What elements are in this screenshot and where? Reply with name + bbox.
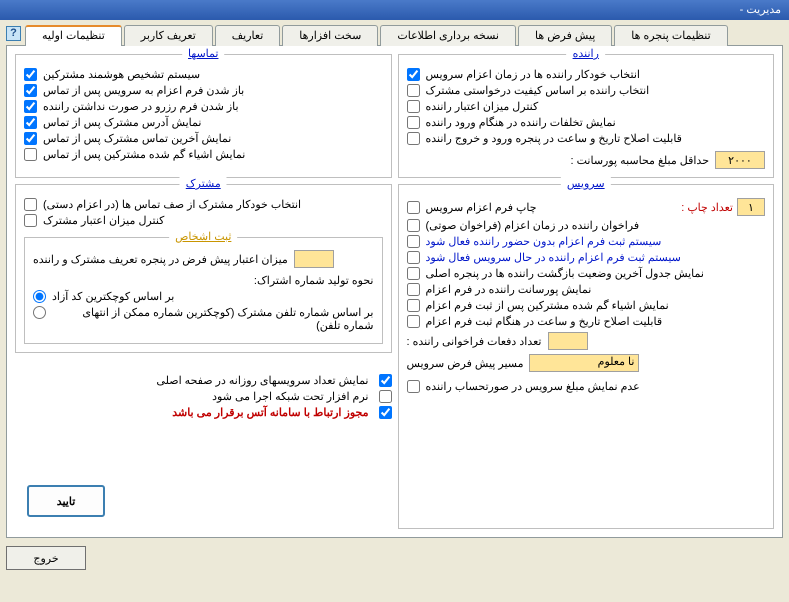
exit-button[interactable]: خروج	[6, 546, 86, 570]
calls-opt-label: نمایش آخرین تماس مشترک پس از تماس	[43, 132, 231, 145]
gen-radio-0[interactable]	[33, 290, 46, 303]
calls-opt-0[interactable]	[24, 68, 37, 81]
confirm-button[interactable]: تایید	[27, 485, 105, 517]
driver-opt-label: قابلیت اصلاح تاریخ و ساعت در پنجره ورود …	[426, 132, 682, 145]
tab-definitions[interactable]: تعاریف	[215, 25, 280, 46]
calls-opt-3[interactable]	[24, 116, 37, 129]
service-group: سرویس ۱ تعداد چاپ : چاپ فرم اعزام سرویس …	[398, 184, 775, 529]
min-commission-value[interactable]: ۲۰۰۰	[715, 151, 765, 169]
service-blue-1[interactable]	[407, 251, 420, 264]
tab-window-settings[interactable]: تنظیمات پنجره ها	[614, 25, 727, 46]
default-route-value[interactable]: نا معلوم	[529, 354, 639, 372]
sub-opt-0[interactable]	[24, 198, 37, 211]
tab-strip: ? تنظیمات اولیه تعریف کاربر تعاریف سخت ا…	[6, 24, 783, 46]
service-opt3-3[interactable]	[407, 315, 420, 328]
service-blue-label: سیستم ثبت فرم اعزام بدون حضور راننده فعا…	[426, 235, 662, 248]
print-form-label: چاپ فرم اعزام سرویس	[426, 201, 537, 214]
radio1-label: بر اساس کوچکترین کد آزاد	[52, 290, 174, 303]
tab-define-user[interactable]: تعریف کاربر	[124, 25, 213, 46]
driver-opt-4[interactable]	[407, 132, 420, 145]
service-opt3-1[interactable]	[407, 283, 420, 296]
persons-title: ثبت اشخاص	[169, 230, 237, 243]
bottom-checks: نمایش تعداد سرویسهای روزانه در صفحه اصلی…	[15, 371, 392, 422]
driver-opt-label: نمایش تخلفات راننده در هنگام ورود راننده	[426, 116, 616, 129]
service-opt-label: فراخوان راننده در زمان اعزام (فراخوان صو…	[426, 219, 640, 232]
driver-group: راننده انتخاب خودکار راننده ها در زمان ا…	[398, 54, 775, 178]
network-check[interactable]	[379, 390, 392, 403]
radio2-label: بر اساس شماره تلفن مشترک (کوچکترین شماره…	[52, 306, 374, 332]
driver-opt-1[interactable]	[407, 84, 420, 97]
service-opt-label: نمایش اشیاء گم شده مشترکین پس از ثبت فرم…	[426, 299, 669, 312]
sub-opt-1[interactable]	[24, 214, 37, 227]
service-blue-0[interactable]	[407, 235, 420, 248]
no-amount-label: عدم نمایش مبلغ سرویس در صورتحساب راننده	[426, 380, 640, 393]
driver-opt-2[interactable]	[407, 100, 420, 113]
print-count-value[interactable]: ۱	[737, 198, 765, 216]
service-opt-label: نمایش پورسانت راننده در فرم اعزام	[426, 283, 592, 296]
window-titlebar: مدیریت -	[0, 0, 789, 20]
subscriber-title: مشترک	[180, 177, 227, 190]
recall-count-input[interactable]	[548, 332, 588, 350]
tab-backup[interactable]: نسخه برداری اطلاعات	[380, 25, 516, 46]
calls-group: تماسها سیستم تشخیص هوشمند مشترکین باز شد…	[15, 54, 392, 178]
calls-opt-1[interactable]	[24, 84, 37, 97]
daily-label: نمایش تعداد سرویسهای روزانه در صفحه اصلی	[156, 374, 368, 387]
print-form-check[interactable]	[407, 201, 420, 214]
daily-check[interactable]	[379, 374, 392, 387]
tab-defaults[interactable]: پیش فرض ها	[518, 25, 612, 46]
help-icon[interactable]: ?	[6, 26, 21, 41]
default-route-label: مسیر پیش فرض سرویس	[407, 357, 524, 370]
default-credit-label: میزان اعتبار پیش فرض در پنجره تعریف مشتر…	[33, 253, 288, 266]
recall-count-label: تعداد دفعات فراخوانی راننده :	[407, 335, 542, 348]
calls-opt-label: نمایش آدرس مشترک پس از تماس	[43, 116, 201, 129]
service-blue-label: سیستم ثبت فرم اعزام راننده در حال سرویس …	[426, 251, 681, 264]
service-opt3-2[interactable]	[407, 299, 420, 312]
license-check[interactable]	[379, 406, 392, 419]
subscriber-group: مشترک انتخاب خودکار مشترک از صف تماس ها …	[15, 184, 392, 353]
service-opt-label: نمایش جدول آخرین وضعیت بازگشت راننده ها …	[426, 267, 704, 280]
network-label: نرم افزار تحت شبکه اجرا می شود	[212, 390, 368, 403]
driver-opt-0[interactable]	[407, 68, 420, 81]
calls-opt-label: باز شدن فرم اعزام به سرویس پس از تماس	[43, 84, 244, 97]
calls-opt-label: نمایش اشیاء گم شده مشترکین پس از تماس	[43, 148, 245, 161]
service-title: سرویس	[561, 177, 611, 190]
driver-opt-label: انتخاب راننده بر اساس کیفیت درخواستی مشت…	[426, 84, 650, 97]
left-column: مشترک انتخاب خودکار مشترک از صف تماس ها …	[15, 184, 392, 529]
sub-opt-label: کنترل میزان اعتبار مشترک	[43, 214, 164, 227]
tab-initial-settings[interactable]: تنظیمات اولیه	[25, 25, 122, 46]
no-amount-check[interactable]	[407, 380, 420, 393]
driver-title: راننده	[567, 47, 605, 60]
min-commission-label: حداقل مبلغ محاسبه پورسانت :	[571, 154, 709, 167]
gen-label: نحوه تولید شماره اشتراک:	[33, 274, 374, 287]
window-title: مدیریت -	[740, 4, 781, 16]
sub-opt-label: انتخاب خودکار مشترک از صف تماس ها (در اع…	[43, 198, 301, 211]
calls-opt-5[interactable]	[24, 148, 37, 161]
license-label: مجوز ارتباط با سامانه آتس برقرار می باشد	[172, 406, 368, 419]
driver-opt-label: کنترل میزان اعتبار راننده	[426, 100, 539, 113]
tab-panel: راننده انتخاب خودکار راننده ها در زمان ا…	[6, 46, 783, 538]
persons-block: ثبت اشخاص میزان اعتبار پیش فرض در پنجره …	[24, 237, 383, 344]
tab-hardware[interactable]: سخت افزارها	[282, 25, 378, 46]
service-audio-check[interactable]	[407, 219, 420, 232]
calls-opt-2[interactable]	[24, 100, 37, 113]
service-opt3-0[interactable]	[407, 267, 420, 280]
default-credit-input[interactable]	[294, 250, 334, 268]
driver-opt-3[interactable]	[407, 116, 420, 129]
driver-opt-label: انتخاب خودکار راننده ها در زمان اعزام سر…	[426, 68, 640, 81]
calls-opt-label: باز شدن فرم رزرو در صورت نداشتن راننده	[43, 100, 239, 113]
calls-opt-4[interactable]	[24, 132, 37, 145]
calls-opt-label: سیستم تشخیص هوشمند مشترکین	[43, 68, 200, 81]
service-opt-label: قابلیت اصلاح تاریخ و ساعت در هنگام ثبت ف…	[426, 315, 663, 328]
print-count-label: تعداد چاپ :	[681, 201, 733, 214]
window-body: ? تنظیمات اولیه تعریف کاربر تعاریف سخت ا…	[0, 20, 789, 542]
gen-radio-1[interactable]	[33, 306, 46, 319]
calls-title: تماسها	[182, 47, 224, 60]
